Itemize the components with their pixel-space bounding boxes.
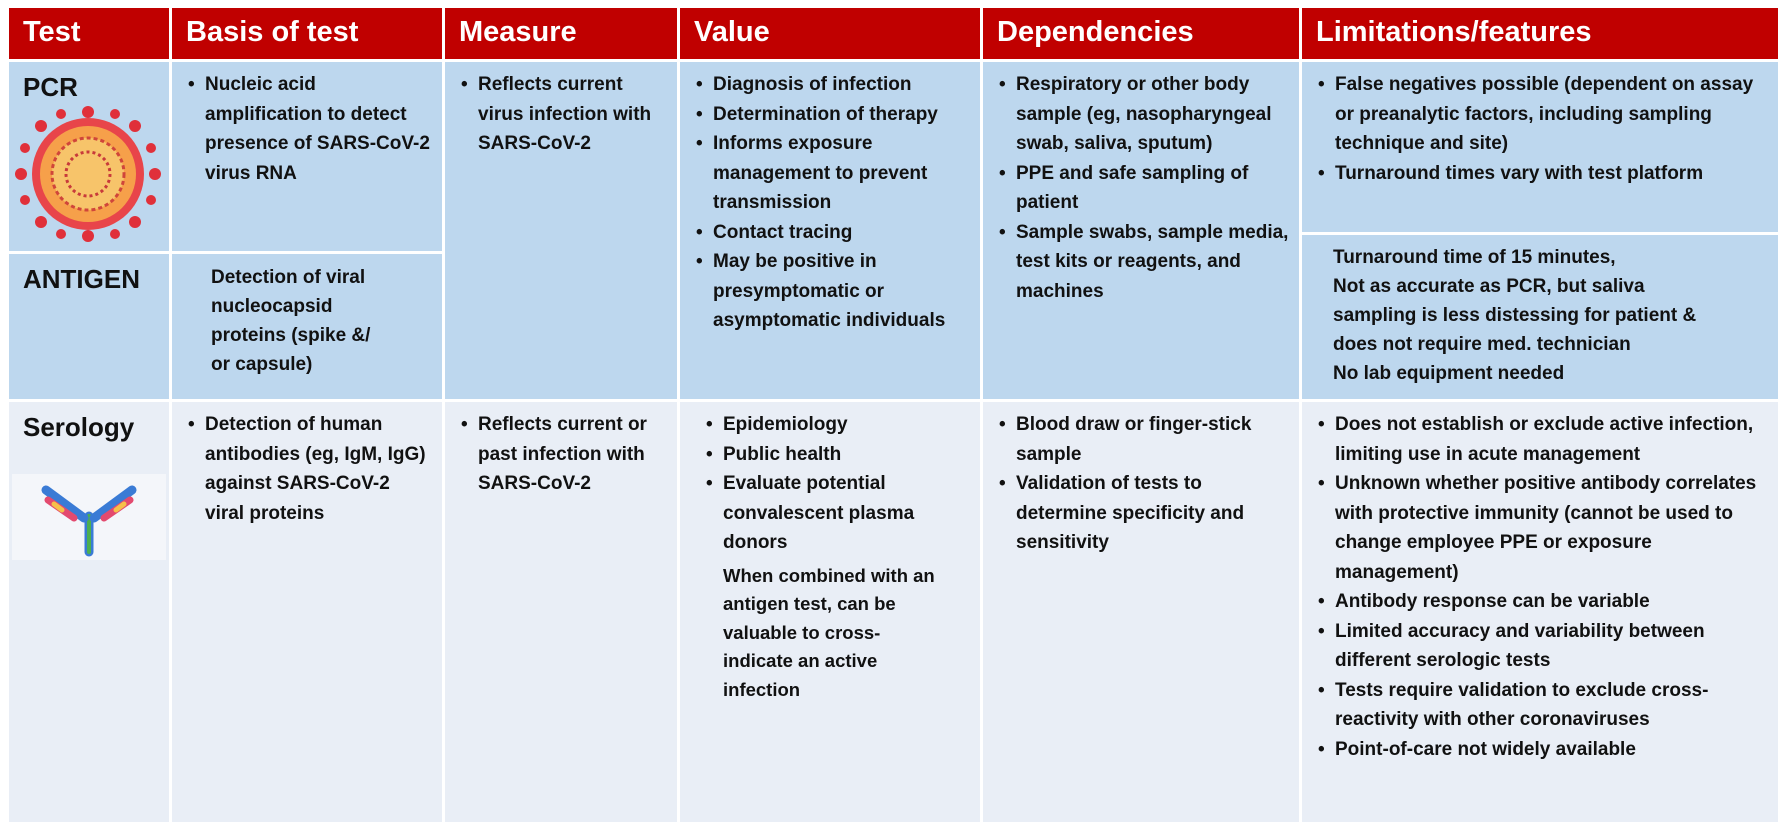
text-line: nucleocapsid (211, 296, 333, 317)
bullet-list: Reflects current virus infection with SA… (459, 70, 669, 159)
bullet-item: Diagnosis of infection (696, 70, 972, 100)
bullet-item: Informs exposure management to prevent t… (696, 129, 972, 218)
bullet-item: Respiratory or other body sample (eg, na… (999, 70, 1291, 159)
text-line: When combined with an (723, 564, 935, 586)
bullet-item: Contact tracing (696, 218, 972, 248)
bullet-item: Validation of tests to determine specifi… (999, 469, 1291, 558)
text-line: infection (723, 678, 801, 700)
bullet-list: Does not establish or exclude active inf… (1316, 410, 1770, 764)
basis-cell: Detection of human antibodies (eg, IgM, … (172, 402, 442, 822)
text-line: proteins (spike &/ (211, 325, 371, 346)
test-cell: ANTIGEN (9, 254, 169, 399)
value-cell: Diagnosis of infectionDetermination of t… (680, 62, 980, 399)
text-lines: When combined with an antigen test, can b… (694, 562, 972, 705)
bullet-item: Public health (706, 440, 972, 470)
text-line: Turnaround time of 15 minutes, (1333, 247, 1616, 268)
text-line: sampling is less distessing for patient … (1333, 305, 1697, 326)
bullet-list: Detection of human antibodies (eg, IgM, … (186, 410, 434, 528)
bullet-item: Limited accuracy and variability between… (1318, 617, 1770, 676)
bullet-list: Reflects current or past infection with … (459, 410, 669, 499)
bullet-item: Nucleic acid amplification to detect pre… (188, 70, 434, 188)
bullet-item: Unknown whether positive antibody correl… (1318, 469, 1770, 587)
bullet-list: EpidemiologyPublic healthEvaluate potent… (694, 410, 972, 558)
text-line: does not require med. technician (1333, 334, 1631, 355)
bullet-list: Nucleic acid amplification to detect pre… (186, 70, 434, 188)
bullet-item: Tests require validation to exclude cros… (1318, 676, 1770, 735)
test-name: ANTIGEN (23, 264, 140, 294)
test-name: PCR (23, 72, 78, 102)
test-cell: Serology (9, 402, 169, 822)
bullet-item: False negatives possible (dependent on a… (1318, 70, 1770, 159)
text-line: Detection of viral (211, 267, 366, 288)
text-line: No lab equipment needed (1333, 363, 1565, 384)
bullet-item: Antibody response can be variable (1318, 587, 1770, 617)
bullet-item: Reflects current or past infection with … (461, 410, 669, 499)
bullet-item: Sample swabs, sample media, test kits or… (999, 218, 1291, 307)
text-lines: Detection of viral nucleocapsid proteins (… (211, 263, 434, 379)
measure-cell: Reflects current or past infection with … (445, 402, 677, 822)
header-cell: Value (680, 8, 980, 59)
bullet-item: Turnaround times vary with test platform (1318, 159, 1770, 189)
limitations-cell: Turnaround time of 15 minutes, Not as acc… (1302, 235, 1778, 399)
dependencies-cell: Blood draw or finger-stick sampleValidat… (983, 402, 1299, 822)
text-line: or capsule) (211, 354, 313, 375)
measure-cell: Reflects current virus infection with SA… (445, 62, 677, 399)
basis-cell: Detection of viral nucleocapsid proteins (… (172, 254, 442, 399)
test-name: Serology (23, 412, 135, 442)
bullet-item: Does not establish or exclude active inf… (1318, 410, 1770, 469)
text-line: antigen test, can be (723, 593, 896, 614)
test-cell: PCR (9, 62, 169, 251)
bullet-list: Blood draw or finger-stick sampleValidat… (997, 410, 1291, 558)
bullet-item: Determination of therapy (696, 100, 972, 130)
bullet-item: PPE and safe sampling of patient (999, 159, 1291, 218)
header-cell: Dependencies (983, 8, 1299, 59)
antibody-icon (12, 474, 166, 560)
value-cell: EpidemiologyPublic healthEvaluate potent… (680, 402, 980, 822)
dependencies-cell: Respiratory or other body sample (eg, na… (983, 62, 1299, 399)
bullet-item: Reflects current virus infection with SA… (461, 70, 669, 159)
bullet-list: Respiratory or other body sample (eg, na… (997, 70, 1291, 306)
header-cell: Measure (445, 8, 677, 59)
bullet-item: Blood draw or finger-stick sample (999, 410, 1291, 469)
bullet-list: Diagnosis of infectionDetermination of t… (694, 70, 972, 336)
text-line: valuable to cross- (723, 621, 881, 643)
text-lines: Turnaround time of 15 minutes, Not as acc… (1333, 243, 1770, 388)
bullet-item: Point-of-care not widely available (1318, 735, 1770, 765)
header-cell: Test (9, 8, 169, 59)
bullet-list: False negatives possible (dependent on a… (1316, 70, 1770, 188)
virus-icon (15, 106, 161, 242)
bullet-item: Epidemiology (706, 410, 972, 440)
bullet-item: Detection of human antibodies (eg, IgM, … (188, 410, 434, 528)
bullet-item: Evaluate potential convalescent plasma d… (706, 469, 972, 558)
basis-cell: Nucleic acid amplification to detect pre… (172, 62, 442, 251)
limitations-cell: False negatives possible (dependent on a… (1302, 62, 1778, 232)
header-cell: Limitations/features (1302, 8, 1778, 59)
text-line: Not as accurate as PCR, but saliva (1333, 276, 1645, 297)
limitations-cell: Does not establish or exclude active inf… (1302, 402, 1778, 822)
bullet-item: May be positive in presymptomatic or asy… (696, 247, 972, 336)
text-line: indicate an active (723, 650, 878, 671)
header-cell: Basis of test (172, 8, 442, 59)
